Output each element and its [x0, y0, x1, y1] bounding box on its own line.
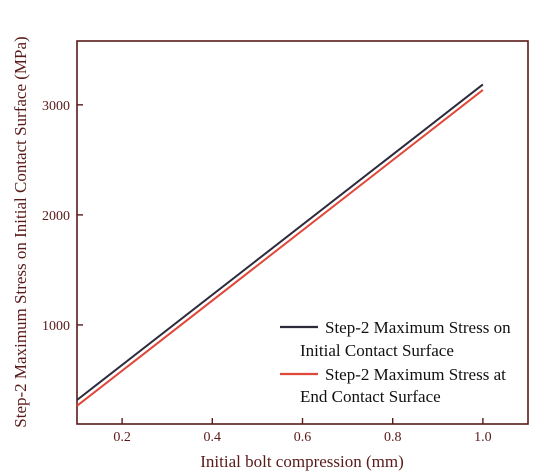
legend: Step-2 Maximum Stress on Initial Contact…: [280, 318, 511, 406]
x-tick-label: 0.8: [384, 430, 402, 445]
x-tick-label: 1.0: [474, 430, 492, 445]
y-tick-label: 3000: [42, 99, 70, 114]
y-axis-label: Step-2 Maximum Stress on Initial Contact…: [11, 36, 30, 427]
x-axis-label: Initial bolt compression (mm): [200, 452, 404, 471]
series-line-2: [76, 89, 484, 407]
tick-group: 0.2 0.4 0.6 0.8 1.0 1000 2000 3000: [42, 99, 492, 445]
series-line-1: [76, 83, 484, 401]
series-group: [76, 83, 484, 407]
x-tick-label: 0.2: [113, 430, 131, 445]
x-tick-label: 0.6: [294, 430, 312, 445]
x-tick-label: 0.4: [204, 430, 222, 445]
legend-entry-1-line-2: Initial Contact Surface: [300, 341, 454, 360]
legend-entry-1-line-1: Step-2 Maximum Stress on: [325, 318, 511, 337]
y-tick-label: 1000: [42, 319, 70, 334]
y-tick-label: 2000: [42, 209, 70, 224]
legend-entry-2-line-2: End Contact Surface: [300, 387, 441, 406]
legend-entry-2-line-1: Step-2 Maximum Stress at: [325, 365, 506, 384]
